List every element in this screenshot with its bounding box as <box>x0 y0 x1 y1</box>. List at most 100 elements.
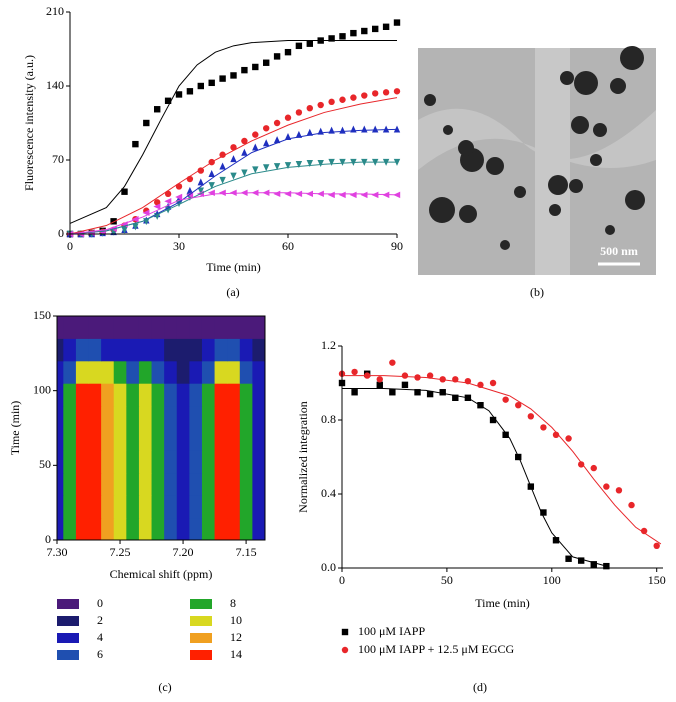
heat-cell <box>164 360 178 384</box>
point <box>208 169 215 177</box>
point <box>295 161 303 169</box>
y-tick-label: 210 <box>46 4 64 18</box>
point <box>263 164 270 172</box>
heat-cell <box>63 472 77 496</box>
point <box>241 66 248 74</box>
heat-cell <box>88 495 102 519</box>
point <box>502 396 509 403</box>
point <box>295 109 303 116</box>
heat-cell <box>113 405 127 429</box>
point <box>590 464 597 472</box>
heat-cell <box>101 338 115 362</box>
heat-cell <box>189 405 203 429</box>
point <box>197 82 204 90</box>
point <box>197 167 204 174</box>
point <box>489 379 497 387</box>
caption: (d) <box>473 680 487 694</box>
heat-cell <box>101 383 115 407</box>
point <box>489 416 497 424</box>
heat-cell <box>75 450 90 474</box>
heat-cell <box>176 405 190 429</box>
heat-cell <box>75 517 90 540</box>
point <box>653 542 660 549</box>
point <box>382 125 390 133</box>
point <box>590 561 597 568</box>
heat-cell <box>88 360 102 384</box>
point <box>132 223 139 231</box>
heat-cell <box>214 338 228 362</box>
x-tick-label: 90 <box>391 239 403 253</box>
point <box>219 176 226 184</box>
heat-cell <box>176 316 190 339</box>
heat-cell <box>75 405 90 429</box>
point <box>252 166 259 174</box>
heat-cell <box>176 517 190 540</box>
heat-cell <box>214 495 228 519</box>
point <box>197 178 204 186</box>
heat-cell <box>75 472 90 496</box>
heat-cell <box>239 405 253 429</box>
point <box>328 35 335 42</box>
fit-line <box>69 161 397 235</box>
heat-cell <box>57 495 64 519</box>
point <box>540 424 547 431</box>
point <box>230 155 237 163</box>
x-axis-title: Time (min) <box>475 596 530 610</box>
heat-cell <box>214 472 228 496</box>
heat-cell <box>57 338 64 362</box>
point <box>164 97 172 104</box>
heat-cell <box>63 316 77 339</box>
legend-marker <box>341 628 349 636</box>
heat-cell <box>57 450 64 474</box>
heat-cell <box>113 450 127 474</box>
point <box>414 389 421 396</box>
caption: (a) <box>226 285 239 299</box>
particles <box>424 46 645 250</box>
y-tick-label: 0.4 <box>321 486 336 500</box>
y-tick-label: 100 <box>33 382 51 396</box>
point <box>263 59 270 66</box>
point <box>175 91 183 98</box>
heat-cell <box>227 428 241 451</box>
tem-image: 500 nm <box>418 46 656 275</box>
y-tick-label: 50 <box>39 457 51 471</box>
heat-cell <box>113 428 127 451</box>
heat-cell <box>113 472 127 496</box>
y-axis-title: Time (min) <box>8 401 22 456</box>
y-tick-label: 140 <box>46 78 64 92</box>
heat-cell <box>113 383 127 407</box>
heat-cell <box>252 517 265 540</box>
point <box>393 125 401 133</box>
heat-cell <box>75 338 90 362</box>
point <box>241 148 248 156</box>
point <box>372 25 379 33</box>
y-tick-label: 0 <box>45 532 51 546</box>
heat-cell <box>252 450 265 474</box>
heat-cell <box>126 405 140 429</box>
heat-cell <box>101 360 115 384</box>
heat-cell <box>63 360 77 384</box>
heat-cell <box>75 360 90 384</box>
heat-cell <box>126 428 140 451</box>
heat-cell <box>88 517 102 540</box>
heat-cell <box>239 450 253 474</box>
point <box>426 372 434 379</box>
point <box>371 191 379 199</box>
heat-cell <box>227 517 241 540</box>
heat-cell <box>151 383 165 407</box>
point <box>295 42 303 50</box>
heat-cell <box>189 517 203 540</box>
x-tick-label: 7.15 <box>236 545 257 559</box>
point <box>350 29 357 37</box>
heat-cell <box>151 450 165 474</box>
point <box>306 128 313 136</box>
heat-cell <box>214 428 228 451</box>
heat-cell <box>101 495 115 519</box>
heat-cell <box>227 495 241 519</box>
legend-swatch <box>57 633 79 643</box>
point <box>284 162 292 170</box>
heat-cell <box>164 450 178 474</box>
point <box>401 381 409 389</box>
heat-cell <box>164 316 178 339</box>
